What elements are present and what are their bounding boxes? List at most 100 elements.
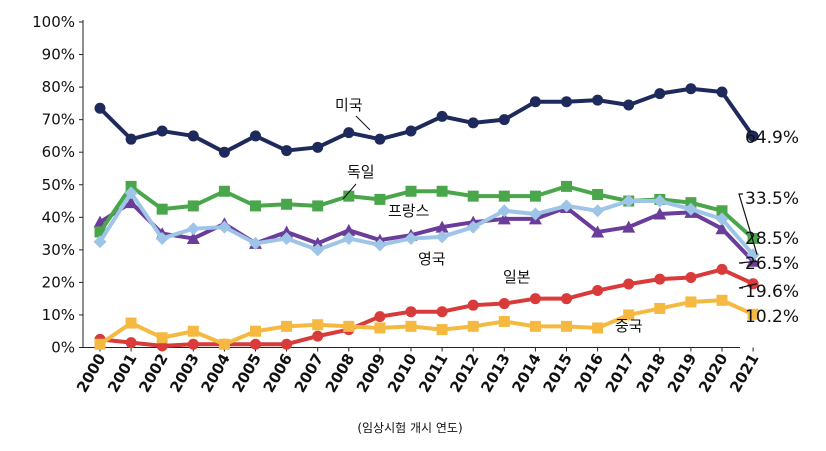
y-tick-label: 80% — [42, 78, 75, 96]
end-value-label: 26.5% — [745, 254, 799, 274]
x-tick-label: 2019 — [664, 351, 700, 396]
data-point — [684, 202, 698, 216]
series-line — [99, 267, 754, 348]
data-point — [125, 317, 137, 329]
x-tick-label: 2021 — [726, 351, 762, 396]
data-point — [250, 200, 261, 212]
data-point — [156, 203, 168, 215]
data-point — [716, 263, 728, 275]
data-point — [561, 320, 572, 332]
data-point — [249, 236, 262, 250]
series-name-label: 독일 — [347, 163, 375, 181]
data-point — [125, 180, 137, 192]
data-point — [716, 294, 728, 306]
x-tick-label: 2020 — [695, 351, 731, 396]
y-tick-label: 30% — [42, 241, 75, 259]
data-point — [560, 199, 573, 213]
series-name-label: 일본 — [503, 268, 531, 286]
data-point — [405, 306, 417, 318]
series-name-label: 중국 — [615, 317, 643, 335]
data-point — [281, 198, 293, 210]
data-point — [467, 117, 479, 129]
data-point — [498, 298, 510, 310]
data-point — [343, 190, 355, 202]
data-point — [186, 231, 200, 244]
data-point — [747, 278, 759, 290]
end-value-label: 10.2% — [745, 307, 799, 327]
y-tick-label: 10% — [42, 306, 75, 324]
data-point — [622, 194, 636, 208]
data-point — [467, 320, 479, 332]
y-tick-label: 100% — [32, 13, 75, 31]
data-point — [685, 296, 697, 308]
data-point — [94, 338, 106, 350]
end-value-label: 64.9% — [745, 128, 799, 148]
series-line — [98, 86, 755, 155]
data-point — [466, 220, 480, 234]
data-point — [155, 231, 169, 245]
data-point — [716, 86, 728, 98]
x-tick-label: 2017 — [602, 351, 638, 396]
data-point — [497, 204, 511, 218]
x-tick-label: 2001 — [104, 351, 140, 396]
x-axis-ticks: 2000200120022003200420052006200720082009… — [73, 347, 763, 396]
data-point — [498, 190, 510, 202]
data-point — [685, 197, 697, 209]
series-line — [98, 190, 755, 257]
data-point — [187, 338, 199, 350]
data-point — [342, 223, 356, 236]
data-point — [623, 99, 635, 111]
y-axis-ticks: 0% 10% 20% 30% 40% 50% 60% 70% 80% 90% 100% — [32, 13, 83, 357]
data-point — [529, 320, 541, 332]
series-line — [98, 298, 754, 347]
data-point — [592, 322, 604, 334]
data-point — [156, 332, 168, 344]
data-point — [561, 180, 572, 192]
series-lines — [93, 83, 760, 352]
x-tick-label: 2000 — [73, 351, 109, 396]
data-point — [281, 145, 293, 157]
data-point — [435, 220, 449, 233]
data-point — [343, 320, 355, 332]
data-point — [374, 193, 386, 205]
data-point — [436, 185, 448, 197]
series-name-label: 미국 — [335, 96, 363, 114]
data-point — [218, 146, 230, 158]
series-6 — [94, 294, 759, 350]
data-point — [311, 236, 325, 249]
data-point — [623, 309, 635, 321]
data-point — [94, 226, 106, 238]
data-point — [94, 102, 106, 114]
end-label-leader — [738, 283, 758, 289]
y-tick-label: 0% — [51, 339, 75, 357]
data-point — [716, 205, 728, 217]
data-point — [124, 196, 138, 209]
y-tick-label: 70% — [42, 111, 75, 129]
series-4 — [93, 186, 760, 262]
end-value-label: 28.5% — [745, 229, 799, 249]
y-tick-label: 50% — [42, 176, 75, 194]
x-tick-label: 2014 — [508, 351, 544, 396]
data-point — [529, 190, 541, 202]
leader-line — [355, 115, 371, 131]
data-point — [654, 273, 666, 285]
leader-line — [342, 183, 357, 200]
x-tick-label: 2002 — [135, 351, 171, 396]
data-point — [623, 278, 635, 290]
data-point — [405, 125, 417, 137]
data-point — [622, 220, 636, 233]
data-point — [250, 130, 261, 142]
data-point — [404, 231, 418, 245]
data-point — [592, 285, 604, 297]
data-point — [280, 225, 294, 238]
data-point — [685, 272, 697, 284]
data-point — [467, 299, 479, 311]
data-point — [156, 125, 168, 137]
data-point — [467, 190, 479, 202]
x-tick-label: 2009 — [353, 351, 389, 396]
data-point — [405, 185, 417, 197]
data-point — [591, 225, 605, 238]
data-point — [747, 308, 759, 320]
data-point — [125, 337, 137, 349]
